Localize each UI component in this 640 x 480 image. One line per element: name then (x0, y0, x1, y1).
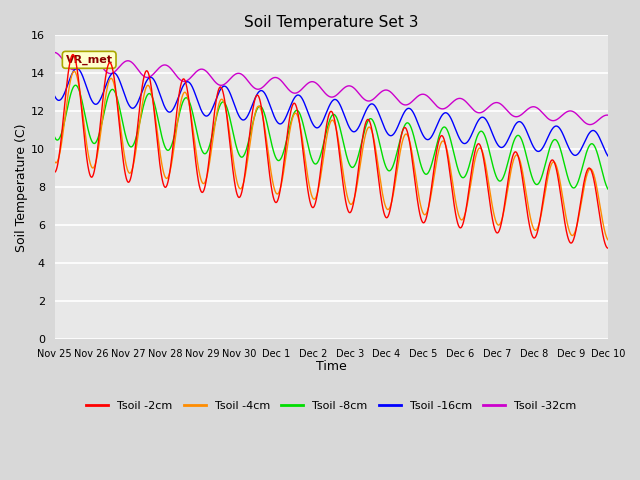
X-axis label: Time: Time (316, 360, 347, 373)
Text: VR_met: VR_met (66, 55, 113, 65)
Y-axis label: Soil Temperature (C): Soil Temperature (C) (15, 123, 28, 252)
Title: Soil Temperature Set 3: Soil Temperature Set 3 (244, 15, 419, 30)
Legend: Tsoil -2cm, Tsoil -4cm, Tsoil -8cm, Tsoil -16cm, Tsoil -32cm: Tsoil -2cm, Tsoil -4cm, Tsoil -8cm, Tsoi… (82, 396, 580, 416)
